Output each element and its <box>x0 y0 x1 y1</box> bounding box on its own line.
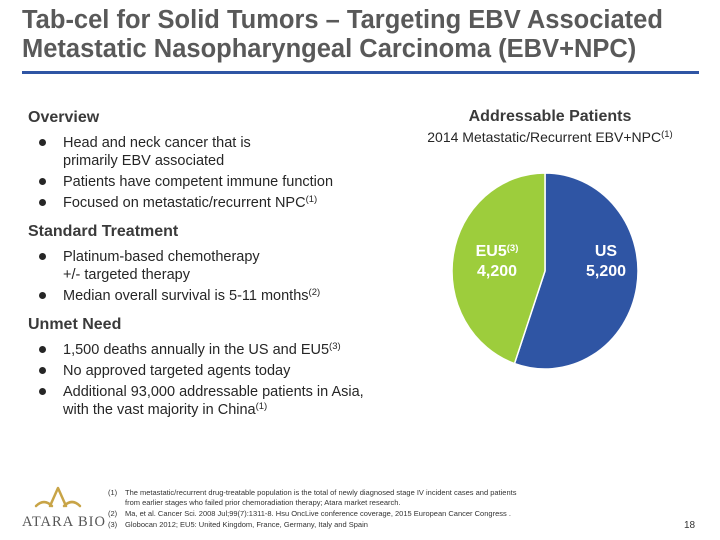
slice-us-name: US <box>594 243 618 260</box>
unmet-bullet-3-line-1: Additional 93,000 addressable patients i… <box>63 384 364 400</box>
addressable-patients-pie-chart <box>451 172 639 370</box>
footnotes: (1) The metastatic/recurrent drug-treatab… <box>108 488 578 531</box>
unmet-bullet-1: 1,500 deaths annually in the US and EU5 <box>63 342 330 358</box>
overview-bullet-3: Focused on metastatic/recurrent NPC <box>63 195 306 211</box>
footnote-ref: (3) <box>506 243 519 254</box>
bullet-dot-icon <box>39 253 46 260</box>
slice-eu5-value: 4,200 <box>476 263 518 280</box>
footnote-ref: (3) <box>329 341 341 352</box>
footnote-3-text: Globocan 2012; EU5: United Kingdom, Fran… <box>125 520 368 529</box>
chart-subtitle: 2014 Metastatic/Recurrent EBV+NPC(1) <box>385 129 715 145</box>
slice-us-value: 5,200 <box>585 263 627 280</box>
standard-treatment-list: Platinum-based chemotherapy +/- targeted … <box>28 248 408 305</box>
chart-subtitle-text: 2014 Metastatic/Recurrent EBV+NPC <box>427 129 662 145</box>
standard-bullet-1-line-1: Platinum-based chemotherapy <box>63 249 260 265</box>
unmet-bullet-3-line-2: with the vast majority in China <box>63 402 256 418</box>
slide-title: Tab-cel for Solid Tumors – Targeting EBV… <box>22 6 702 64</box>
slice-label-us: US 5,200 <box>566 242 646 282</box>
page-number: 18 <box>684 520 696 531</box>
footnote: (2) Ma, et al. Cancer Sci. 2008 Jul;99(7)… <box>108 509 578 519</box>
list-item: 1,500 deaths annually in the US and EU5(… <box>28 341 408 359</box>
list-item: Patients have competent immune function <box>28 173 408 191</box>
slide-title-line-2: Metastatic Nasopharyngeal Carcinoma (EBV… <box>22 35 637 63</box>
pie-slice-eu5 <box>451 172 546 365</box>
overview-list: Head and neck cancer that is primarily EB… <box>28 134 408 212</box>
bullet-dot-icon <box>39 346 46 353</box>
overview-heading: Overview <box>28 109 100 126</box>
bullet-dot-icon <box>39 367 46 374</box>
footnote-1-line-2: from earlier stages who failed prior che… <box>125 498 401 507</box>
unmet-need-heading: Unmet Need <box>28 316 122 333</box>
slice-eu5-name: EU5 <box>475 243 507 260</box>
list-item: Platinum-based chemotherapy +/- targeted … <box>28 248 408 284</box>
bullet-content: Overview Head and neck cancer that is pri… <box>28 108 408 429</box>
footnote-ref: (1) <box>255 401 268 412</box>
footnote-number: (1) <box>108 488 118 497</box>
standard-bullet-1-line-2: +/- targeted therapy <box>63 267 190 283</box>
chart-title: Addressable Patients <box>468 108 632 125</box>
footnote-ref: (1) <box>305 194 318 205</box>
footnote: (3) Globocan 2012; EU5: United Kingdom, F… <box>108 520 578 530</box>
slice-label-eu5: EU5(3) 4,200 <box>457 242 537 282</box>
list-item: Focused on metastatic/recurrent NPC(1) <box>28 194 408 212</box>
logo-wordmark: ATARA BIO <box>22 514 106 530</box>
slide-title-line-1: Tab-cel for Solid Tumors – Targeting EBV… <box>22 6 663 34</box>
footnote-ref: (1) <box>661 129 673 140</box>
overview-bullet-2: Patients have competent immune function <box>63 174 334 190</box>
bullet-dot-icon <box>39 292 46 299</box>
bullet-dot-icon <box>39 199 46 206</box>
atara-bio-logo-icon <box>34 486 82 508</box>
unmet-need-list: 1,500 deaths annually in the US and EU5(… <box>28 341 408 419</box>
footnote-ref: (2) <box>308 287 321 298</box>
list-item: Median overall survival is 5-11 months(2… <box>28 287 408 305</box>
standard-bullet-2: Median overall survival is 5-11 months <box>63 288 309 304</box>
footnote-number: (3) <box>108 520 118 529</box>
standard-treatment-heading: Standard Treatment <box>28 223 179 240</box>
bullet-dot-icon <box>39 178 46 185</box>
footnote-2-text: Ma, et al. Cancer Sci. 2008 Jul;99(7):13… <box>125 509 511 518</box>
title-divider <box>22 71 699 74</box>
footnote-number: (2) <box>108 509 118 518</box>
bullet-dot-icon <box>39 139 46 146</box>
list-item: No approved targeted agents today <box>28 362 408 380</box>
overview-bullet-1-line-1: Head and neck cancer that is <box>63 135 251 151</box>
footnote-1-line-1: The metastatic/recurrent drug-treatable … <box>125 488 517 497</box>
overview-bullet-1-line-2: primarily EBV associated <box>63 153 225 169</box>
list-item: Additional 93,000 addressable patients i… <box>28 383 408 419</box>
footnote: (1) The metastatic/recurrent drug-treatab… <box>108 488 578 508</box>
unmet-bullet-2: No approved targeted agents today <box>63 363 291 379</box>
bullet-dot-icon <box>39 388 46 395</box>
list-item: Head and neck cancer that is primarily EB… <box>28 134 408 170</box>
